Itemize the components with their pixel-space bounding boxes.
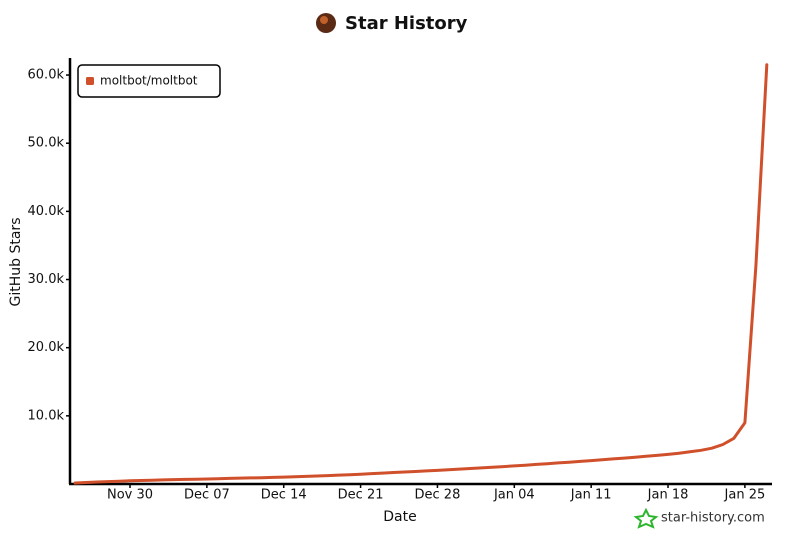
y-tick-label: 40.0k (28, 204, 65, 219)
chart-title: Star History (345, 13, 468, 34)
x-tick-label: Dec 28 (415, 488, 461, 503)
legend-swatch (86, 77, 94, 85)
watermark-icon (633, 507, 659, 529)
x-axis-title: Date (383, 509, 416, 525)
y-tick-label: 10.0k (28, 408, 65, 423)
watermark: star-history.com (633, 507, 765, 529)
x-tick-label: Dec 14 (261, 488, 307, 503)
x-tick-label: Jan 11 (570, 488, 612, 503)
x-tick-label: Dec 21 (338, 488, 384, 503)
series-line (73, 63, 769, 485)
x-tick-label: Jan 25 (724, 488, 766, 503)
y-tick-label: 50.0k (28, 136, 65, 151)
y-tick-label: 20.0k (28, 340, 65, 355)
x-tick-label: Jan 04 (493, 488, 535, 503)
x-tick-label: Nov 30 (107, 488, 153, 503)
x-tick-label: Jan 18 (647, 488, 689, 503)
y-tick-label: 30.0k (28, 272, 65, 287)
legend-label: moltbot/moltbot (100, 74, 198, 88)
x-tick-label: Dec 07 (184, 488, 230, 503)
y-axis-title: GitHub Stars (8, 218, 24, 307)
avatar-detail (320, 16, 328, 24)
legend-box (77, 64, 221, 98)
watermark-text: star-history.com (661, 511, 765, 526)
y-tick-label: 60.0k (28, 68, 65, 83)
